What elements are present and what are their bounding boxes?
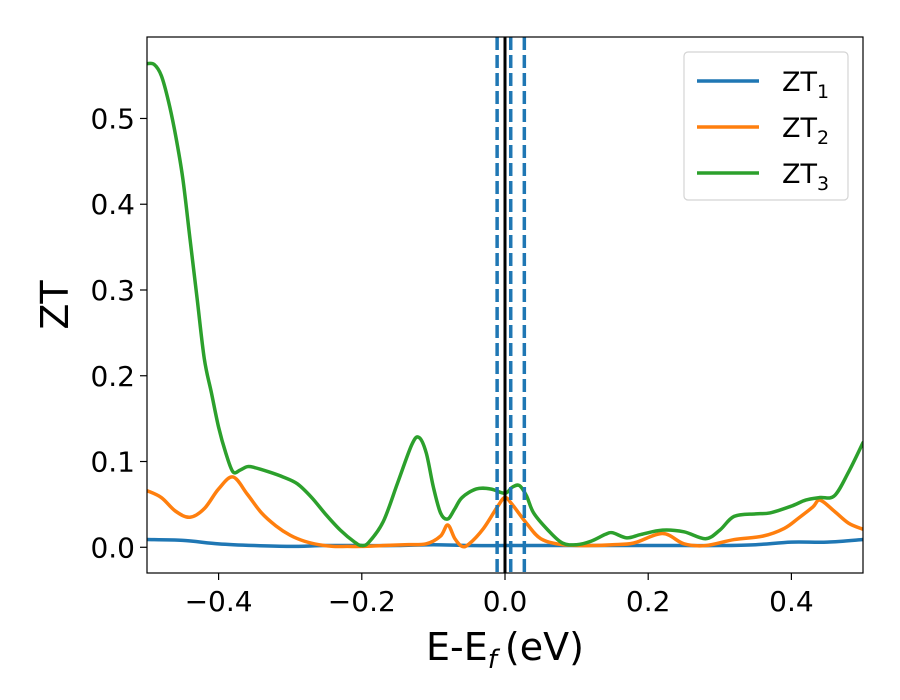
series-line-zt2 xyxy=(147,475,863,549)
y-tick-label: 0.5 xyxy=(90,102,135,135)
y-axis-title: ZT xyxy=(33,280,77,330)
x-tick-label: 0.0 xyxy=(483,585,528,618)
legend-box xyxy=(683,51,849,201)
x-axis-title-unit: (eV) xyxy=(505,625,584,669)
y-tick-label: 0.2 xyxy=(90,360,135,393)
fermi-reference-lines xyxy=(495,37,527,573)
x-tick-label: 0.4 xyxy=(769,585,814,618)
legend: ZT1 ZT2 ZT3 xyxy=(683,51,849,201)
legend-label-zt3: ZT3 xyxy=(782,159,829,195)
x-tick-label: −0.4 xyxy=(185,585,253,618)
x-tick-label: −0.2 xyxy=(328,585,396,618)
x-axis: −0.4 −0.2 0.0 0.2 0.4 xyxy=(185,573,814,618)
series-line-zt3 xyxy=(147,61,863,548)
y-tick-label: 0.1 xyxy=(90,446,135,479)
x-axis-title-main: E-E xyxy=(426,625,488,669)
y-tick-label: 0.4 xyxy=(90,188,135,221)
legend-label-zt1: ZT1 xyxy=(782,67,829,103)
legend-label-zt2: ZT2 xyxy=(782,113,829,149)
x-tick-label: 0.2 xyxy=(626,585,671,618)
x-axis-title: E-Ef (eV) xyxy=(426,625,584,675)
y-axis: 0.0 0.1 0.2 0.3 0.4 0.5 xyxy=(90,102,147,564)
y-tick-label: 0.3 xyxy=(90,274,135,307)
y-tick-label: 0.0 xyxy=(90,531,135,564)
